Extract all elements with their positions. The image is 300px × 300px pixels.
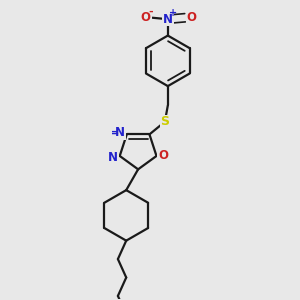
Text: N: N (115, 126, 125, 140)
Text: O: O (141, 11, 151, 24)
Text: O: O (158, 149, 168, 163)
Text: N: N (108, 151, 118, 164)
Text: =: = (111, 128, 119, 138)
Text: -: - (148, 7, 153, 17)
Text: N: N (163, 13, 173, 26)
Text: +: + (169, 8, 177, 18)
Text: S: S (160, 115, 169, 128)
Text: O: O (187, 11, 196, 24)
